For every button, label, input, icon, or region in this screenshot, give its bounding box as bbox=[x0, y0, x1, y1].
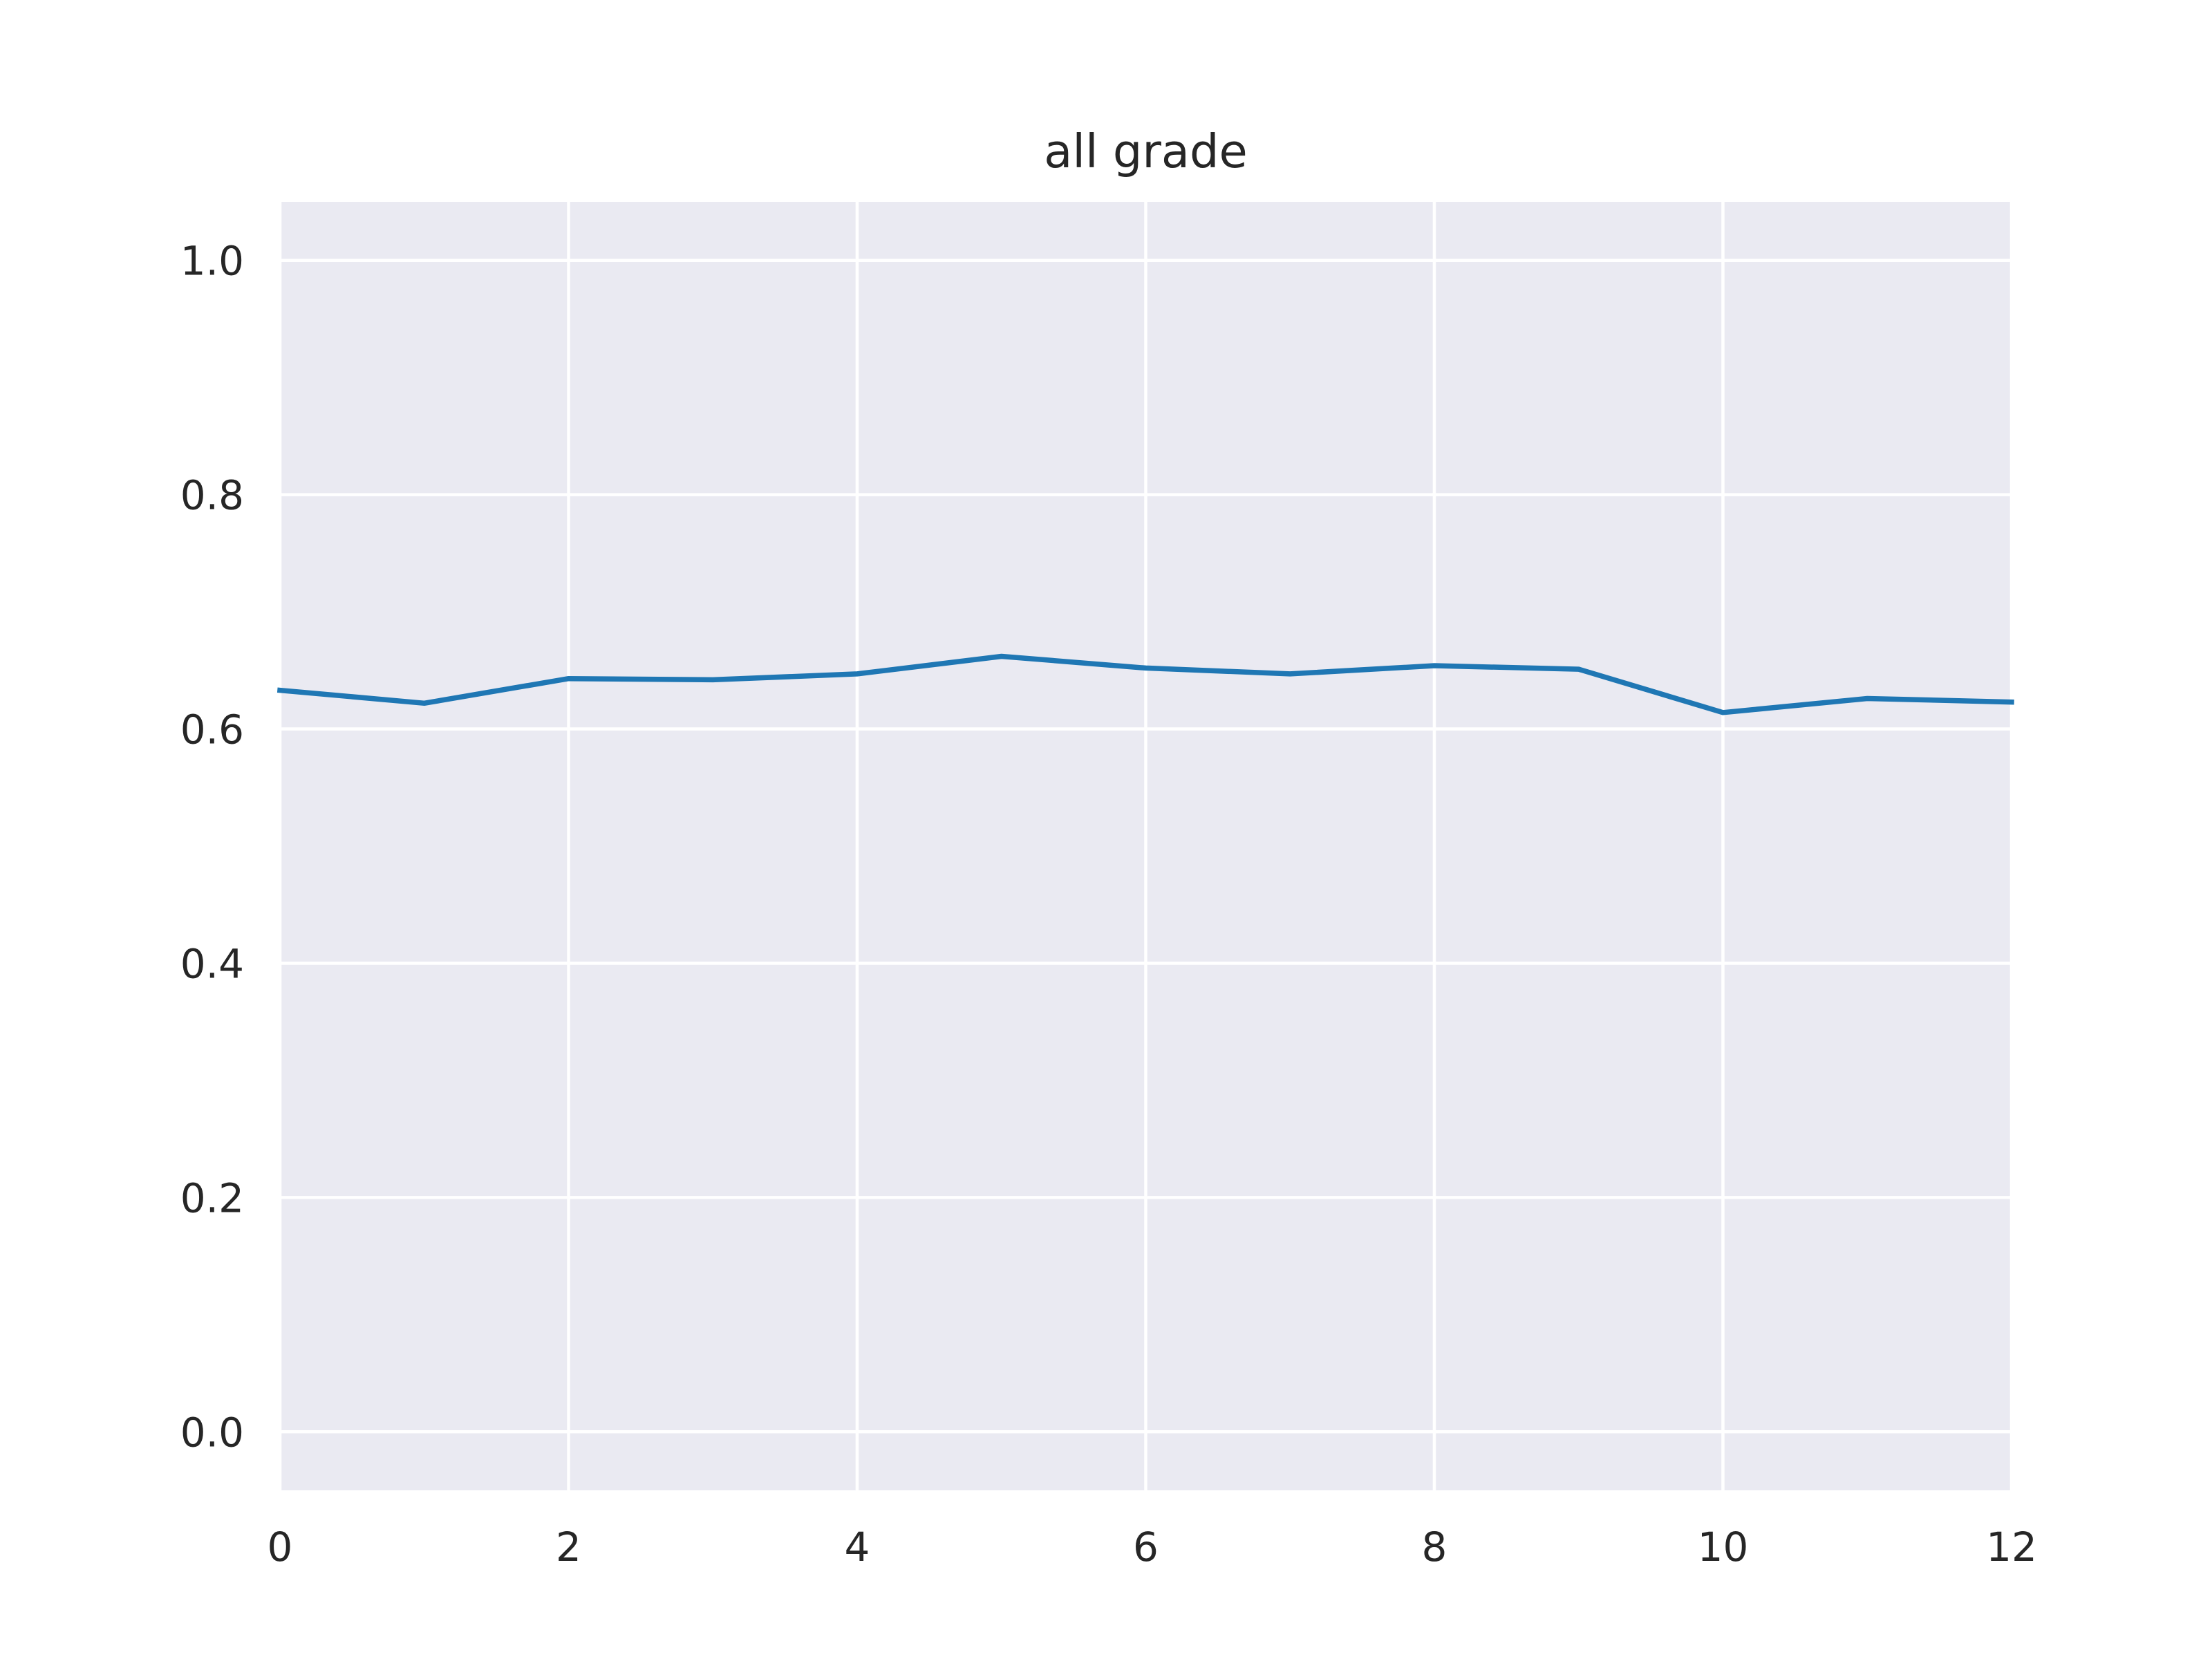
y-tick-label: 0.6 bbox=[180, 706, 244, 753]
y-tick-labels: 0.0 0.2 0.4 0.6 0.8 1.0 bbox=[180, 238, 244, 1456]
y-tick-label: 1.0 bbox=[180, 238, 244, 285]
x-tick-labels: 0 2 4 6 8 10 12 bbox=[268, 1524, 2037, 1571]
y-tick-label: 0.0 bbox=[180, 1409, 244, 1456]
x-tick-label: 0 bbox=[268, 1524, 293, 1571]
y-tick-label: 0.4 bbox=[180, 940, 244, 987]
x-tick-label: 6 bbox=[1133, 1524, 1159, 1571]
chart-title: all grade bbox=[1044, 124, 1247, 178]
series-layer bbox=[276, 653, 2014, 715]
x-tick-label: 4 bbox=[845, 1524, 870, 1571]
x-tick-label: 2 bbox=[556, 1524, 581, 1571]
series-line bbox=[276, 653, 2014, 715]
x-tick-label: 8 bbox=[1422, 1524, 1447, 1571]
x-tick-label: 10 bbox=[1698, 1524, 1749, 1571]
grid-lines bbox=[278, 202, 2014, 1490]
y-tick-label: 0.2 bbox=[180, 1174, 244, 1221]
x-tick-label: 12 bbox=[1986, 1524, 2037, 1571]
y-tick-label: 0.8 bbox=[180, 472, 244, 519]
